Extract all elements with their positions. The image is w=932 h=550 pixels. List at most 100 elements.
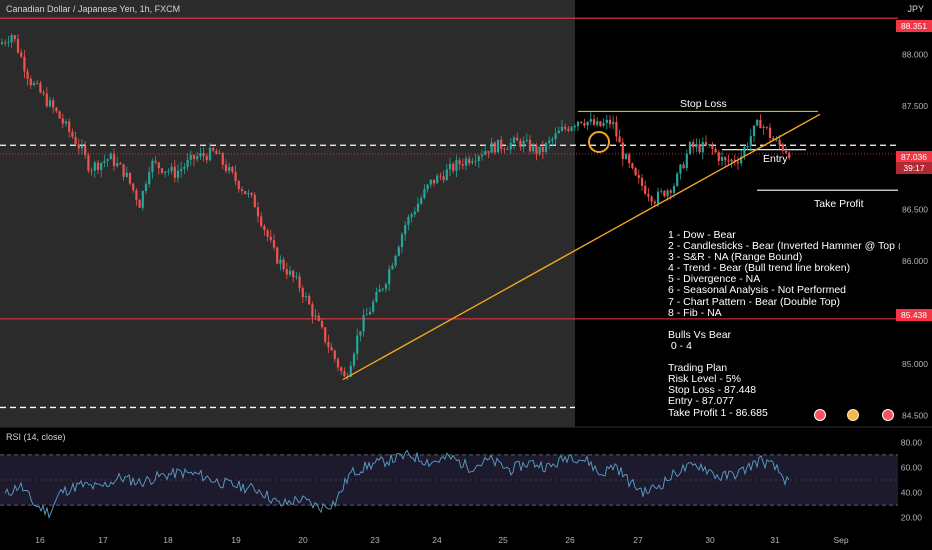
price-tick-1: 87.500	[902, 101, 928, 111]
candle-body-221	[708, 144, 711, 146]
candle-body-171	[548, 140, 551, 144]
candle-body-203	[650, 196, 653, 202]
candle-body-43	[138, 200, 141, 208]
rsi-tick-3: 20.00	[901, 513, 923, 523]
analysis-line: 2 - Candlesticks - Bear (Inverted Hammer…	[668, 240, 900, 253]
event-flag-icon-2[interactable]	[882, 409, 894, 421]
candle-body-16	[52, 100, 55, 108]
candle-body-154	[493, 142, 496, 153]
candle-body-110	[352, 353, 356, 366]
candle-body-219	[701, 142, 704, 153]
candle-body-129	[413, 211, 416, 215]
candle-body-121	[388, 269, 391, 285]
candle-body-0	[0, 42, 4, 45]
candle-body-170	[544, 143, 548, 152]
candle-body-223	[714, 148, 717, 153]
candle-body-149	[477, 156, 480, 161]
candle-body-199	[637, 175, 640, 178]
event-flag-icon[interactable]	[814, 409, 826, 421]
candle-body-117	[375, 291, 378, 302]
candle-body-139	[445, 169, 448, 181]
time-tick-2: 18	[163, 535, 173, 545]
candle-body-116	[372, 301, 375, 312]
candle-body-158	[506, 149, 509, 151]
candle-body-79	[253, 194, 256, 208]
time-tick-0: 16	[35, 535, 45, 545]
trend-line-layer	[342, 113, 821, 381]
candle-body-148	[474, 160, 477, 162]
candle-body-138	[442, 176, 445, 181]
candle-body-120	[384, 284, 388, 289]
analysis-line: 0 - 4	[668, 339, 692, 352]
candle-body-222	[711, 144, 714, 149]
candle-body-202	[647, 193, 650, 197]
candle-body-14	[45, 93, 48, 107]
candle-body-11	[36, 83, 39, 84]
candle-body-195	[624, 154, 628, 160]
candle-body-113	[362, 315, 365, 332]
candle-body-235	[752, 125, 756, 137]
candle-body-124	[397, 247, 400, 256]
candle-body-174	[557, 130, 560, 134]
candle-body-73	[234, 172, 237, 182]
time-tick-11: 31	[770, 535, 780, 545]
candle-body-184	[589, 119, 592, 122]
candle-body-10	[32, 83, 36, 86]
analysis-line: Entry - 87.077	[668, 395, 734, 408]
candle-body-183	[586, 121, 589, 126]
analysis-line: Risk Level - 5%	[668, 373, 741, 386]
candle-body-101	[324, 327, 327, 342]
candle-body-105	[336, 358, 340, 368]
bull-trend-line	[342, 113, 821, 381]
candle-body-72	[231, 166, 234, 173]
candle-body-239	[765, 126, 768, 128]
candle-body-97	[311, 304, 314, 317]
candle-body-238	[762, 126, 765, 129]
time-axis: 16 17 18 19 20 23 24 25 26 27 30 31 Sep	[35, 535, 849, 545]
candle-body-26	[84, 145, 87, 156]
candle-body-133	[426, 184, 429, 190]
candle-body-147	[471, 161, 474, 164]
candle-body-167	[535, 145, 538, 154]
candle-body-88	[282, 259, 285, 270]
analysis-line: 1 - Dow - Bear	[668, 230, 736, 241]
candle-body-47	[151, 160, 154, 173]
candle-body-119	[381, 288, 384, 290]
candle-body-181	[580, 121, 583, 123]
candle-body-68	[218, 153, 221, 155]
candle-body-192	[615, 122, 618, 137]
candle-body-67	[215, 150, 218, 155]
candle-body-34	[109, 153, 112, 160]
candle-body-115	[368, 311, 372, 315]
candle-body-86	[276, 247, 279, 264]
candle-body-66	[212, 147, 215, 151]
candle-body-193	[618, 136, 621, 143]
candle-body-76	[244, 191, 247, 195]
candle-body-1	[4, 42, 7, 44]
time-tick-1: 17	[98, 535, 108, 545]
candle-body-75	[240, 189, 244, 192]
candle-body-2	[7, 42, 10, 43]
candle-body-196	[628, 154, 631, 164]
candle-body-53	[170, 166, 173, 172]
candle-body-155	[496, 139, 500, 153]
candle-body-135	[432, 179, 436, 184]
candle-body-197	[631, 163, 634, 168]
event-coin-icon[interactable]	[847, 409, 859, 421]
candle-body-241	[772, 137, 775, 140]
candle-body-102	[327, 341, 330, 348]
candle-body-39	[125, 172, 128, 177]
candle-body-140	[448, 163, 452, 170]
analysis-line: Stop Loss - 87.448	[668, 384, 757, 397]
price-tick-4: 86.000	[902, 256, 928, 266]
candle-body-23	[74, 136, 77, 145]
candle-body-204	[653, 201, 656, 204]
candle-body-215	[688, 142, 692, 155]
rsi-tick-0: 80.00	[901, 437, 923, 447]
candle-body-83	[266, 230, 269, 237]
candle-body-92	[295, 276, 298, 278]
analysis-line: 5 - Divergence - NA	[668, 273, 761, 286]
candle-body-17	[55, 107, 58, 112]
candle-body-109	[349, 365, 352, 377]
